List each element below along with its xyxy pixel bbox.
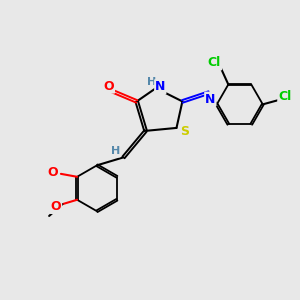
- Text: Cl: Cl: [208, 56, 221, 70]
- Text: O: O: [51, 200, 61, 213]
- Text: O: O: [103, 80, 114, 93]
- Text: H: H: [147, 77, 156, 87]
- Text: H: H: [111, 146, 120, 157]
- Text: Cl: Cl: [278, 90, 292, 103]
- Text: N: N: [205, 93, 215, 106]
- Text: S: S: [180, 125, 189, 138]
- Text: N: N: [155, 80, 166, 93]
- Text: O: O: [47, 166, 58, 179]
